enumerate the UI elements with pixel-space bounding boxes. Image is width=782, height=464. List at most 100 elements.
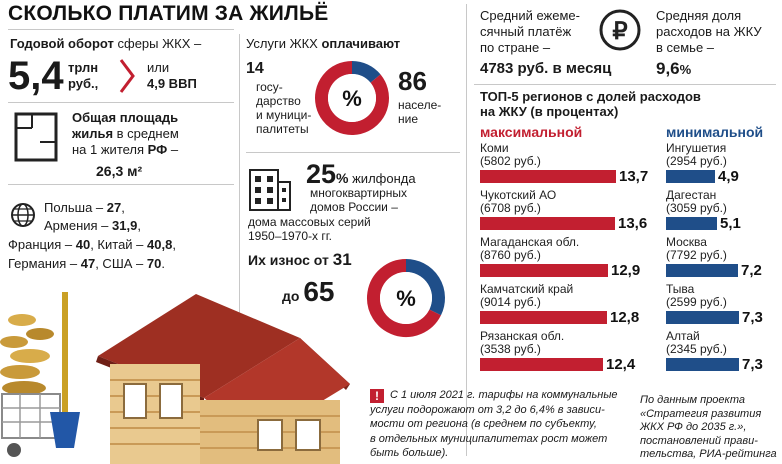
turnover-unit-2: руб., [68, 76, 99, 91]
turnover-value: 5,4 [8, 54, 64, 98]
services-heading-text: Услуги ЖКХ [246, 36, 322, 51]
bar [666, 311, 739, 324]
region-payment: (8760 руб.) [480, 248, 541, 262]
note-line: С 1 июля 2021 г. тарифы на коммунальные [390, 389, 618, 401]
housing-headline: 25% жилфонда [306, 160, 416, 188]
countries-line-4: Германия – 47, США – 70. [8, 256, 165, 271]
note-line: мости от региона (в среднем по субъекту, [370, 418, 597, 430]
region-name: Коми [480, 141, 509, 155]
region-payment: (7792 руб.) [666, 248, 727, 262]
housing-text-2: дома массовых серий 1950–1970-х гг. [248, 215, 371, 243]
donut-hole [328, 74, 376, 122]
bar [666, 358, 739, 371]
area-line-1: Общая площадь [72, 110, 179, 125]
note-line: быть больше). [370, 447, 449, 459]
family-value-unit: % [679, 62, 692, 77]
bar [666, 170, 715, 183]
monthly-line: сячный платёж [480, 24, 572, 39]
country-armenia-value: 31,9 [112, 218, 138, 233]
turnover-gdp: 4,9 ВВП [147, 76, 197, 91]
housing-wear-to: до 65 [282, 276, 334, 308]
monthly-label: Средний ежеме- сячный платёж по стране – [480, 8, 580, 56]
top5-title: ТОП-5 регионов с долей расходов на ЖКУ (… [480, 89, 701, 119]
cart-icon [1, 393, 61, 457]
country-usa: , США – [95, 256, 147, 271]
services-right-value: 86 [398, 66, 427, 96]
region-payment: (3538 руб.) [480, 342, 541, 356]
monthly-value: 4783 руб. в месяц [480, 60, 612, 77]
source-line: По данным проекта [640, 394, 746, 406]
countries-line-3: Франция – 40, Китай – 40,8, [8, 237, 176, 252]
wear-donut-percent: % [396, 286, 416, 311]
apartment-building-icon [249, 169, 291, 211]
housing-wear-label: Их износ от 31 [248, 250, 352, 270]
country-poland: Польша – [44, 200, 107, 215]
services-heading-bold: оплачивают [321, 36, 401, 51]
family-value: 9,6% [656, 59, 691, 79]
region-payment: (6708 руб.) [480, 201, 541, 215]
svg-text:₽: ₽ [612, 18, 627, 45]
area-line-2-rest: в среднем [113, 126, 179, 141]
countries-line-1: Польша – 27, [44, 200, 125, 215]
column-divider [466, 4, 467, 456]
services-left-line: госу- [256, 80, 283, 94]
housing-line-1: жилфонда [348, 171, 416, 186]
services-heading: Услуги ЖКХ оплачивают [246, 36, 400, 51]
bar [480, 170, 616, 183]
housing-wear-from: 31 [332, 250, 352, 269]
area-line-3-bold: РФ [147, 142, 168, 157]
region-payment: (2345 руб.) [666, 342, 727, 356]
country-france-value: 40 [75, 237, 91, 252]
bar-value-label: 7,2 [741, 262, 762, 279]
donut-segment [405, 259, 445, 316]
bar-value-label: 7,3 [742, 356, 763, 373]
top5-title-line-1: ТОП-5 регионов с долей расходов [480, 89, 701, 104]
source-line: тельства, РИА-рейтинга [640, 448, 777, 460]
services-left-label: госу- дарство и муници- палитеты [256, 80, 311, 136]
bar-value-label: 12,4 [606, 356, 636, 373]
family-value-number: 9,6 [656, 59, 680, 78]
region-payment: (2599 руб.) [666, 295, 727, 309]
page-title: СКОЛЬКО ПЛАТИМ ЗА ЖИЛЬЁ [8, 2, 329, 25]
source-note: По данным проекта «Стратегия развития ЖК… [640, 394, 777, 462]
housing-line-5: 1950–1970-х гг. [248, 229, 333, 243]
housing-wear-text: Их износ от [248, 252, 333, 268]
region-name: Дагестан [666, 188, 717, 202]
region-payment: (9014 руб.) [480, 295, 541, 309]
column-divider [239, 34, 240, 364]
turnover-unit-1: трлн [68, 60, 99, 75]
bar [666, 217, 717, 230]
housing-wear-to-label: до [282, 288, 304, 304]
donut-hole [380, 272, 432, 324]
source-line: постановлений прави- [640, 434, 758, 447]
divider [474, 84, 776, 85]
chevron-right-icon [119, 59, 135, 93]
wear-donut: % [367, 259, 445, 337]
area-line-3: на 1 жителя [72, 142, 148, 157]
family-line: Средняя доля [656, 8, 742, 23]
region-name: Алтай [666, 329, 700, 343]
title-divider [8, 29, 234, 30]
monthly-line: по стране – [480, 40, 551, 55]
housing-value: 25 [306, 159, 337, 189]
bar-value-label: 4,9 [718, 168, 739, 185]
region-payment: (2954 руб.) [666, 154, 727, 168]
services-donut: % [315, 61, 389, 135]
region-name: Камчатский край [480, 282, 574, 296]
area-line-3-end: – [167, 142, 179, 157]
country-armenia: Армения – [44, 218, 113, 233]
bar-value-label: 5,1 [720, 215, 741, 232]
bar-value-label: 13,6 [618, 215, 648, 232]
bar [480, 358, 603, 371]
bar [480, 217, 615, 230]
area-value: 26,3 м² [96, 163, 143, 179]
area-text: Общая площадь жилья в среднем на 1 жител… [72, 110, 179, 158]
turnover-label: Годовой оборот сферы ЖКХ – [10, 36, 201, 51]
country-germany-value: 47 [80, 256, 96, 271]
country-usa-value: 70 [146, 256, 162, 271]
area-line-2-bold: жилья [72, 126, 114, 141]
top5-title-line-2: на ЖКУ (в процентах) [480, 104, 619, 119]
housing-line-3: домов России – [310, 200, 398, 214]
region-payment: (5802 руб.) [480, 154, 541, 168]
country-germany: Германия – [8, 256, 81, 271]
